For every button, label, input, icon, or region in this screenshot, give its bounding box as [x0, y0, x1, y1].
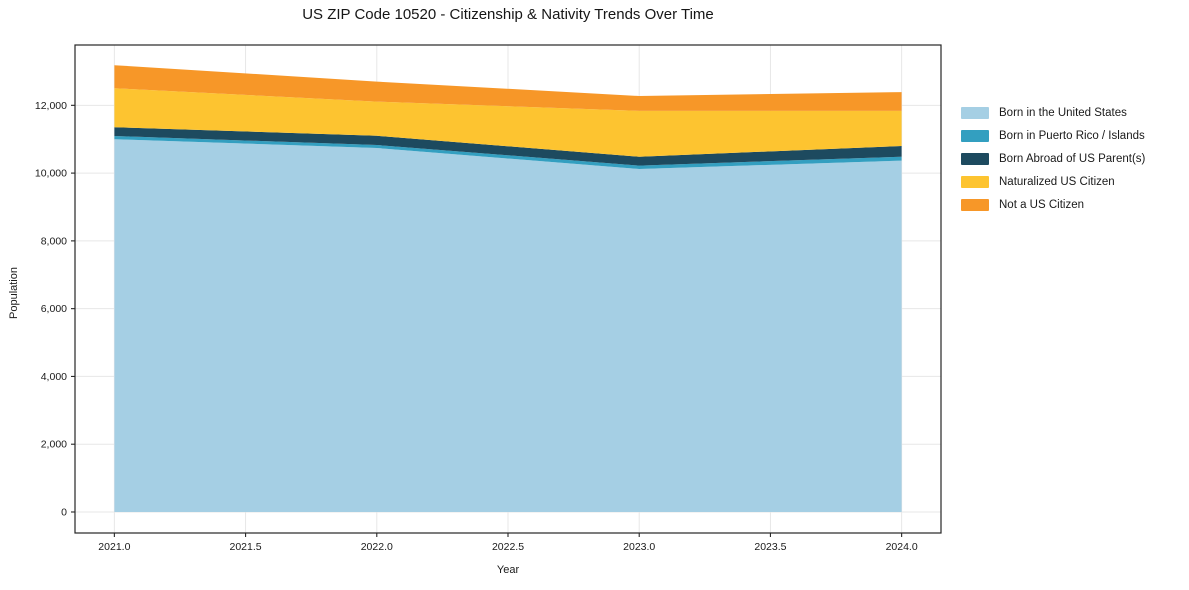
y-axis-label: Population	[8, 267, 20, 319]
y-tick-label: 6,000	[41, 303, 67, 315]
y-tick-label: 4,000	[41, 371, 67, 383]
y-tick-label: 2,000	[41, 439, 67, 451]
x-tick-label: 2021.0	[98, 541, 130, 553]
legend-item: Naturalized US Citizen	[961, 170, 1145, 193]
chart-title: US ZIP Code 10520 - Citizenship & Nativi…	[302, 6, 714, 23]
x-tick-label: 2022.5	[492, 541, 524, 553]
legend-label: Not a US Citizen	[999, 198, 1085, 211]
legend: Born in the United States Born in Puerto …	[961, 101, 1145, 216]
legend-swatch	[961, 152, 989, 165]
y-tick-label: 10,000	[35, 168, 67, 180]
x-tick-label: 2023.0	[623, 541, 655, 553]
legend-label: Born in Puerto Rico / Islands	[999, 129, 1145, 142]
area-naturalized-us-citizen	[114, 88, 902, 157]
legend-item: Born in Puerto Rico / Islands	[961, 124, 1145, 147]
legend-swatch	[961, 175, 989, 188]
x-tick-label: 2024.0	[886, 541, 918, 553]
legend-swatch	[961, 129, 989, 142]
legend-label: Naturalized US Citizen	[999, 175, 1115, 188]
area-series-group	[114, 65, 902, 512]
x-tick-label: 2021.5	[230, 541, 262, 553]
ticks: 2021.0 2021.5 2022.0 2022.5 2023.0 2023.5 2024…	[35, 100, 918, 553]
y-tick-label: 0	[61, 506, 67, 518]
legend-item: Born in the United States	[961, 101, 1145, 124]
x-tick-label: 2023.5	[754, 541, 786, 553]
area-not-a-us-citizen	[114, 65, 902, 111]
area-born-in-puerto-rico-islands	[114, 136, 902, 169]
x-axis-label: Year	[496, 564, 520, 576]
legend-label: Born Abroad of US Parent(s)	[999, 152, 1146, 165]
x-tick-label: 2022.0	[361, 541, 393, 553]
area-born-in-the-united-states	[114, 139, 902, 512]
legend-item: Not a US Citizen	[961, 193, 1145, 216]
area-born-abroad-of-us-parent-s-	[114, 127, 902, 166]
legend-item: Born Abroad of US Parent(s)	[961, 147, 1145, 170]
legend-label: Born in the United States	[999, 106, 1127, 119]
y-tick-label: 8,000	[41, 235, 67, 247]
legend-swatch	[961, 106, 989, 119]
legend-swatch	[961, 198, 989, 211]
y-tick-label: 12,000	[35, 100, 67, 112]
